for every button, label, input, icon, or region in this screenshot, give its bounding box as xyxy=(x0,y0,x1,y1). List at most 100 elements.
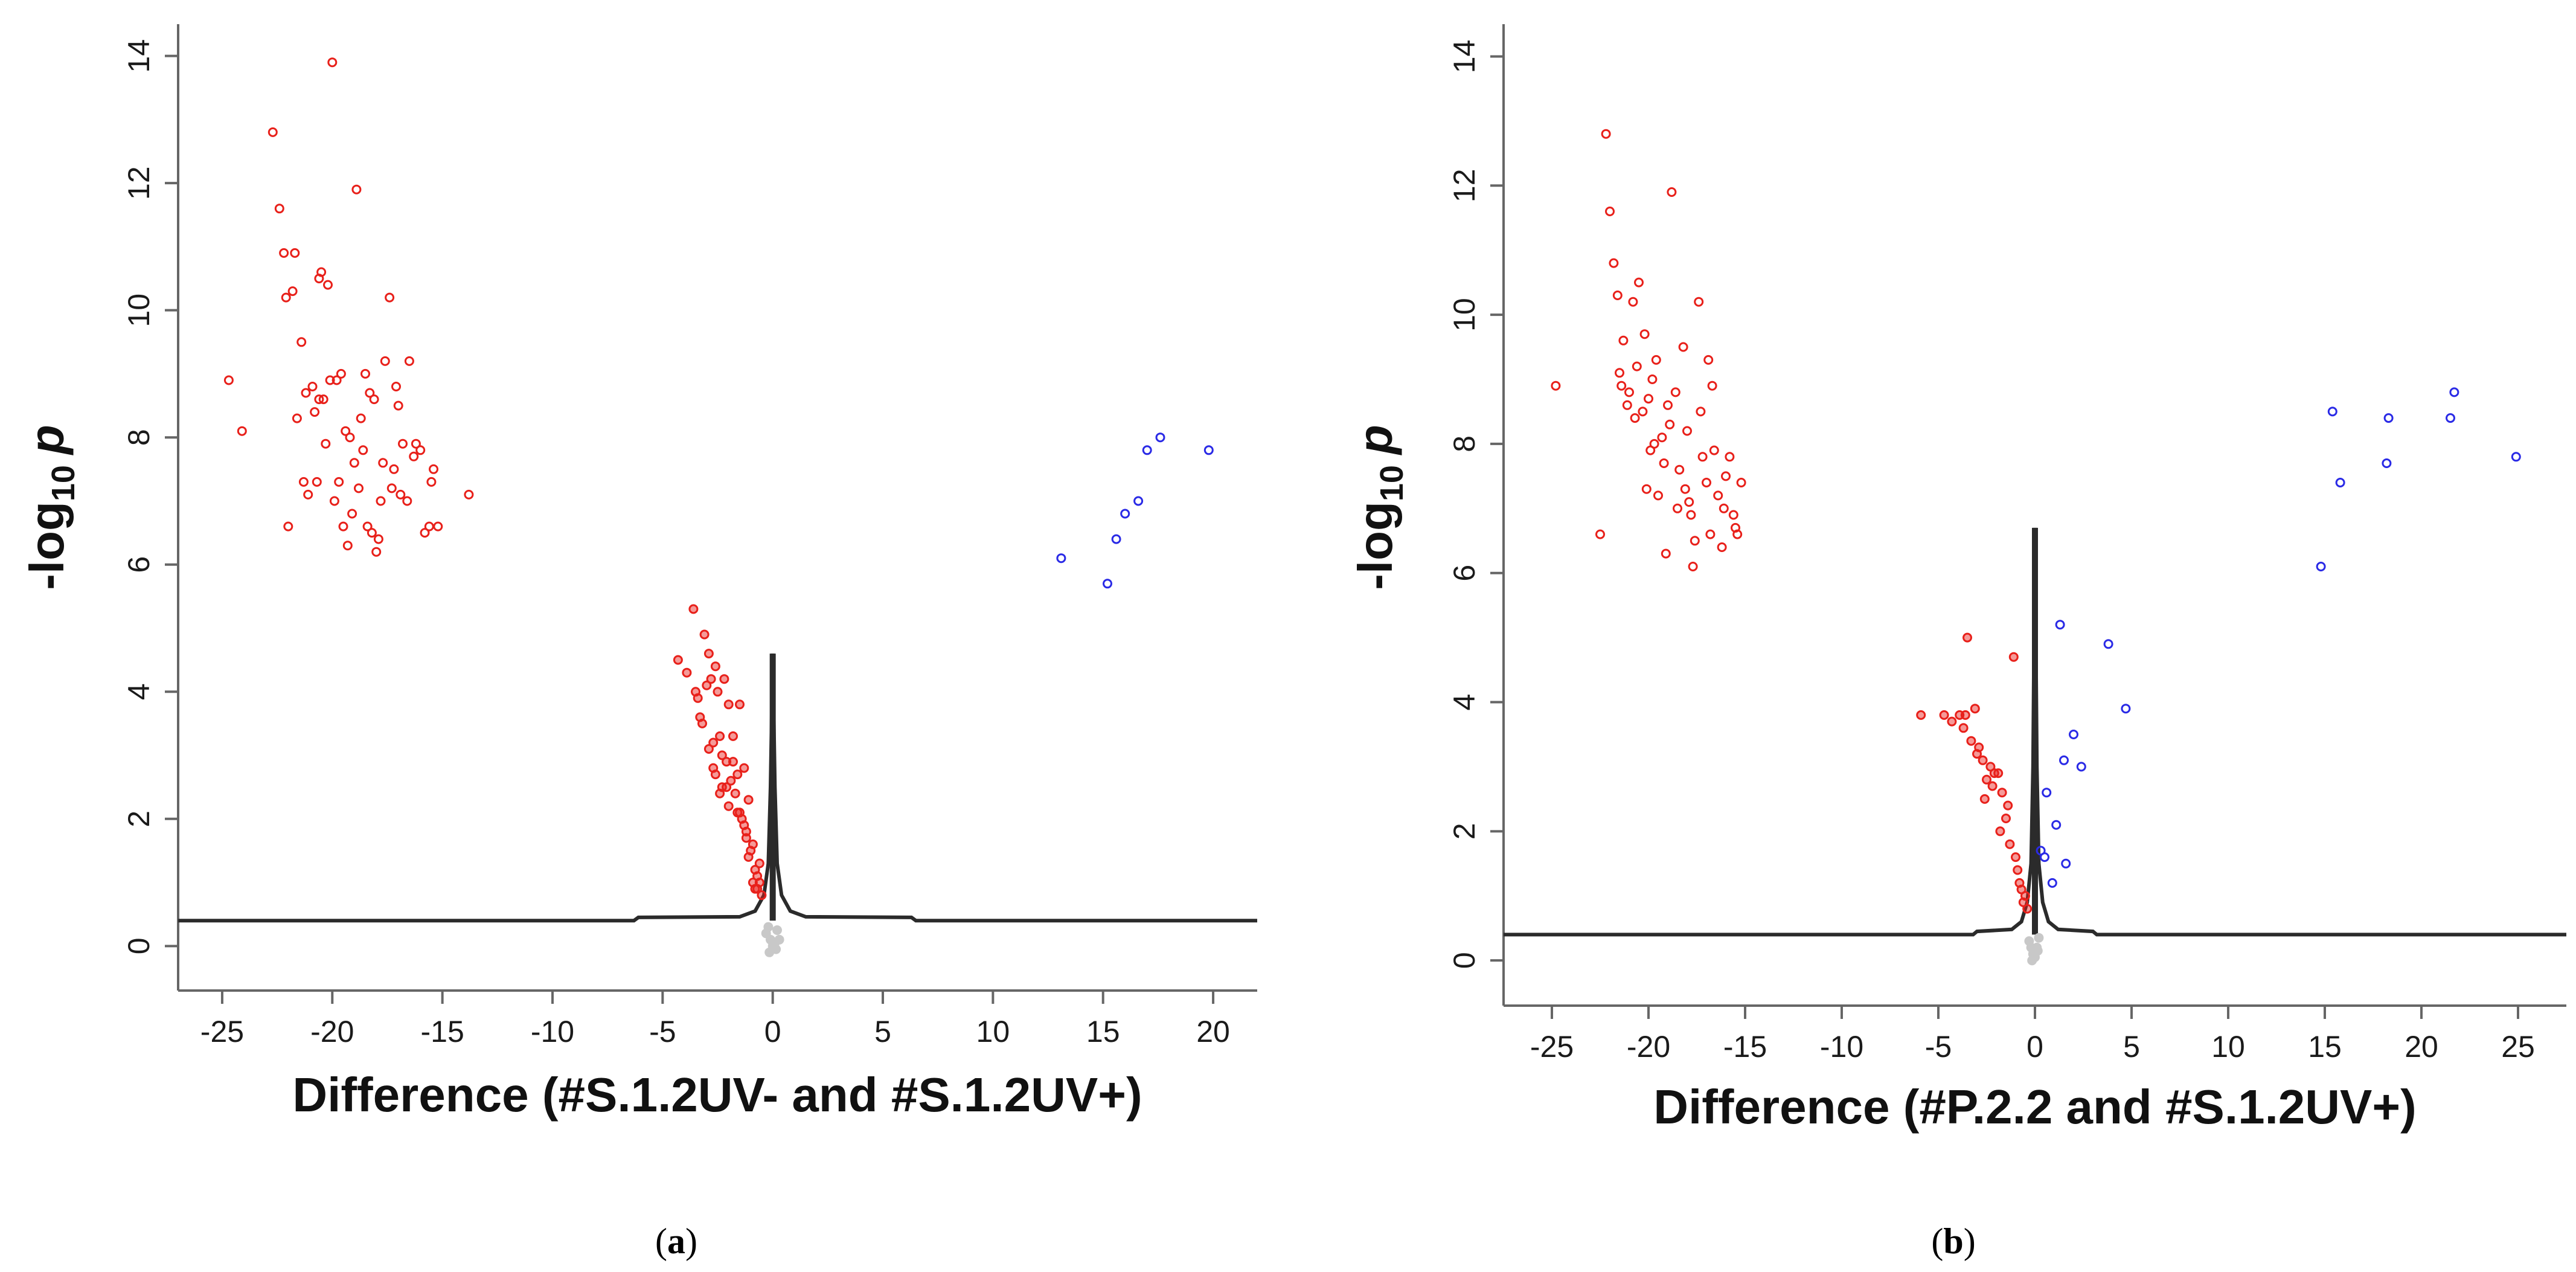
panel-a-x-tick-label-9: 20 xyxy=(1196,1015,1230,1049)
panel-b-point-down-54 xyxy=(1665,419,1675,429)
panel-b-point-up-17 xyxy=(2446,413,2455,423)
panel-b-y-tick-label-3: 6 xyxy=(1447,565,1481,582)
panel-b-points xyxy=(1551,129,2521,966)
panel-b-point-up-13 xyxy=(2327,406,2337,417)
panel-a-point-down-near-50 xyxy=(754,878,764,888)
panel-b-point-down-near-2 xyxy=(1947,716,1957,727)
panel-a-point-down-near-43 xyxy=(691,687,700,697)
panel-b-point-down-21 xyxy=(1663,400,1673,410)
panel-b-x-tick-label-9: 20 xyxy=(2405,1030,2438,1064)
panel-a-point-down-near-25 xyxy=(743,795,754,805)
panel-b-point-down-56 xyxy=(1707,381,1717,391)
panel-a-point-down-near-7 xyxy=(703,649,714,659)
panel-a-point-down-near-14 xyxy=(719,674,729,684)
panel-a-y-tick-label-5: 10 xyxy=(122,294,156,327)
panel-b-point-down-13 xyxy=(1638,406,1648,417)
panel-a-y-tick-label-7: 14 xyxy=(122,39,156,73)
panel-b-y-axis-title: -log10 p xyxy=(1348,425,1410,590)
panel-b-point-down-19 xyxy=(1657,432,1667,443)
panel-b-point-down-2 xyxy=(1601,129,1611,139)
panel-a-point-up-7 xyxy=(1203,445,1214,455)
panel-b-point-down-28 xyxy=(1690,536,1700,546)
panel-a-point-down-near-39 xyxy=(739,820,749,830)
panel-a-point-down-40 xyxy=(420,528,430,538)
panel-a-point-down-36 xyxy=(398,438,408,449)
panel-a-y-tick-label-1: 2 xyxy=(122,811,156,827)
panel-b-x-tick-label-6: 5 xyxy=(2123,1030,2140,1064)
panel-b-point-up-11 xyxy=(2047,878,2057,888)
panel-b-point-down-8 xyxy=(1622,400,1632,410)
panel-b-y-tick-label-0: 0 xyxy=(1447,952,1481,969)
panel-a-ylabel-subscript: 10 xyxy=(45,465,82,501)
panel-b-point-down-near-23 xyxy=(1972,749,1982,759)
panel-a-point-down-near-37 xyxy=(728,757,738,767)
panel-b-ylabel-subscript: 10 xyxy=(1374,465,1410,501)
panel-b-x-tick-label-10: 25 xyxy=(2501,1030,2535,1064)
panel-a-label: (a) xyxy=(655,1221,697,1261)
panel-b-point-down-near-17 xyxy=(2008,652,2019,662)
panel-b-y-tick-label-5: 10 xyxy=(1447,298,1481,332)
panel-a-x-tick-label-7: 10 xyxy=(976,1015,1010,1049)
panel-a-ticks: -25 -20 -15 -10 -5 0 5 10 15 20 0 2 4 6 8 10 12 14 xyxy=(122,39,1230,1049)
panel-b-point-up-0 xyxy=(2055,620,2065,630)
panel-a-significance-curve xyxy=(178,654,1257,923)
panel-b-point-up-3 xyxy=(2076,762,2086,772)
panel-b-x-tick-label-8: 15 xyxy=(2308,1030,2342,1064)
panel-a-y-tick-label-0: 0 xyxy=(122,937,156,954)
panel-a-point-down-near-6 xyxy=(702,680,712,690)
panel-b-point-down-32 xyxy=(1705,529,1716,539)
panel-b-point-down-near-10 xyxy=(1982,774,1991,785)
panel-a-point-down-28 xyxy=(365,388,375,398)
panel-b-point-ns-6 xyxy=(2027,956,2037,966)
panel-b-point-up-19 xyxy=(2511,452,2521,462)
panel-a-point-down-52 xyxy=(402,496,412,506)
panel-a-point-down-64 xyxy=(314,394,324,405)
panel-a-point-down-near-23 xyxy=(739,763,749,773)
panel-b-point-down-near-13 xyxy=(1993,768,2004,779)
panel-a-x-tick-label-3: -10 xyxy=(531,1015,574,1049)
panel-a-x-tick-label-6: 5 xyxy=(874,1015,891,1049)
panel-a-point-up-6 xyxy=(1155,432,1165,443)
panel-a-point-down-43 xyxy=(433,521,443,532)
panel-b-x-tick-label-0: -25 xyxy=(1530,1030,1574,1064)
panel-b-y-tick-label-6: 12 xyxy=(1447,169,1481,202)
panel-a-point-down-5 xyxy=(281,292,291,303)
panel-a-point-down-near-16 xyxy=(723,699,734,710)
panel-b-point-down-44 xyxy=(1688,562,1698,571)
panel-b-ylabel-p: p xyxy=(1348,425,1402,455)
panel-a-point-down-near-46 xyxy=(722,782,732,792)
panel-a-ylabel-log: -log xyxy=(20,501,74,590)
panel-b-point-down-31 xyxy=(1702,478,1711,487)
panel-a-point-down-32 xyxy=(380,356,390,366)
panel-b-point-down-14 xyxy=(1641,484,1652,494)
panel-b-curve-layer xyxy=(1504,527,2566,937)
panel-b-point-down-37 xyxy=(1725,452,1735,462)
panel-b-y-tick-label-2: 4 xyxy=(1447,694,1481,711)
panel-a-point-down-27 xyxy=(360,368,370,379)
panel-a-point-down-near-12 xyxy=(715,731,725,741)
panel-a-ylabel-p: p xyxy=(20,425,74,455)
panel-a-point-down-near-8 xyxy=(706,674,716,684)
panel-a-point-up-2 xyxy=(1111,534,1121,544)
panel-a-point-down-8 xyxy=(296,337,307,347)
panel-b-point-up-15 xyxy=(2382,458,2392,468)
panel-a-point-down-near-40 xyxy=(743,852,754,862)
panel-b-point-up-16 xyxy=(2383,413,2394,423)
panel-b-point-down-22 xyxy=(1667,187,1677,197)
panel-a-point-down-near-27 xyxy=(748,839,758,849)
panel-a-point-down-33 xyxy=(385,292,395,303)
panel-a-point-up-1 xyxy=(1103,579,1112,589)
panel-a-point-down-31 xyxy=(376,496,386,506)
panel-b-point-down-near-24 xyxy=(1979,794,1990,804)
panel-b-point-down-24 xyxy=(1674,464,1685,475)
panel-a-point-down-1 xyxy=(237,426,247,436)
panel-a-y-tick-label-6: 12 xyxy=(122,166,156,200)
panel-a-point-up-0 xyxy=(1056,553,1066,564)
panel-a-point-down-63 xyxy=(426,477,437,487)
panel-a-point-down-57 xyxy=(396,489,406,499)
panel-a-point-down-45 xyxy=(283,521,293,532)
panel-a-point-down-24 xyxy=(347,509,357,519)
panel-a-point-down-near-32 xyxy=(695,712,705,722)
panel-a-axes-frame xyxy=(177,24,1257,992)
panel-a-curve-layer xyxy=(178,654,1257,923)
